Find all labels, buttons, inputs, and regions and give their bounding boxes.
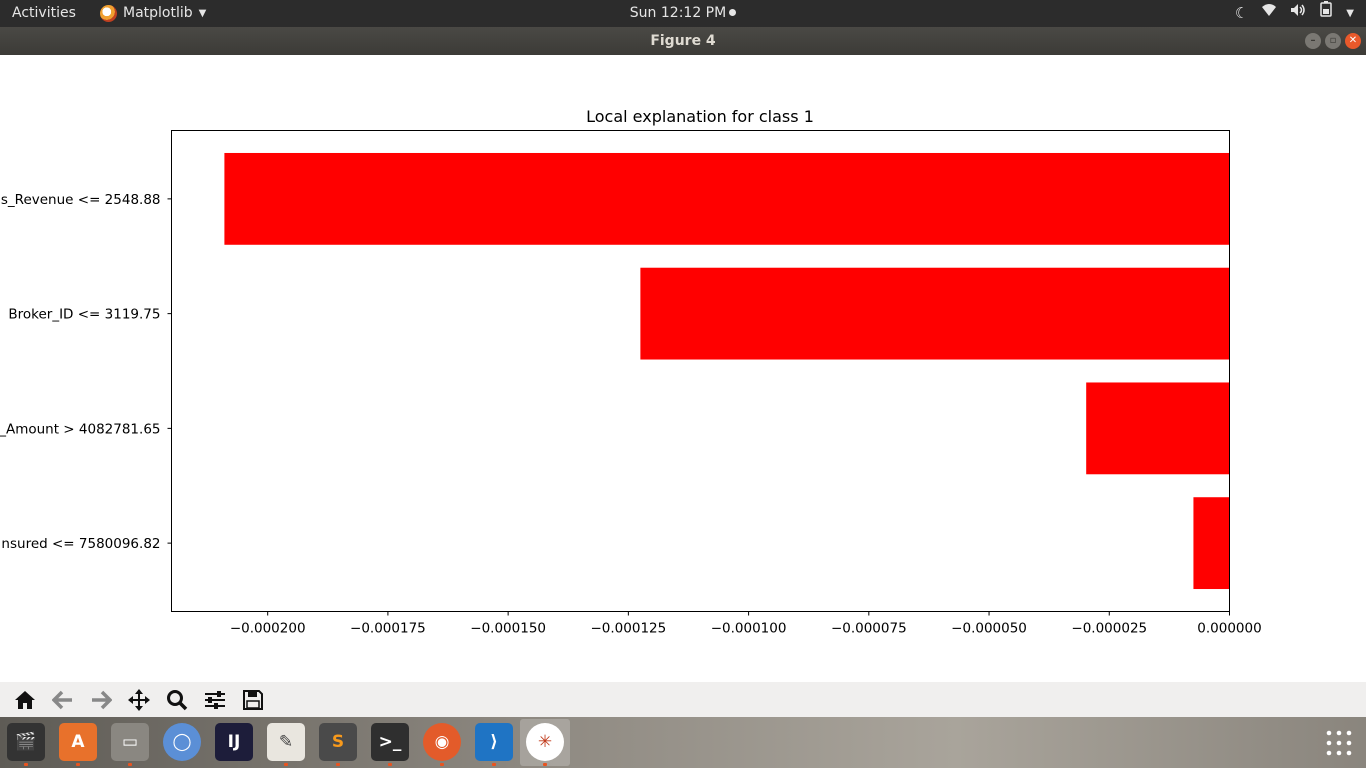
text-editor-icon[interactable]: ✎: [267, 723, 305, 766]
move-icon[interactable]: [120, 685, 158, 715]
x-tick-label: 0.000000: [1197, 621, 1261, 637]
app-menu[interactable]: Matplotlib ▼: [100, 0, 206, 27]
matplotlib-toolbar: [0, 682, 1366, 717]
matplotlib-icon: [100, 5, 117, 22]
bar: [1193, 497, 1230, 590]
activities-button[interactable]: Activities: [12, 5, 76, 21]
clock[interactable]: Sun 12:12 PM: [629, 5, 727, 21]
save-icon[interactable]: [234, 685, 272, 715]
zoom-icon[interactable]: [158, 685, 196, 715]
close-button[interactable]: ✕: [1345, 33, 1361, 49]
clock-area: Sun 12:12 PM: [0, 0, 1366, 27]
bar: [1086, 382, 1230, 475]
system-tray[interactable]: ☾ ▼: [1235, 0, 1354, 27]
wifi-icon: [1261, 0, 1277, 27]
intellij-icon[interactable]: IJ: [215, 723, 253, 761]
arrow-left-icon[interactable]: [44, 685, 82, 715]
system-menu-caret-icon: ▼: [1346, 8, 1354, 19]
sublime-text-icon[interactable]: S: [319, 723, 357, 766]
figure-canvas[interactable]: Local explanation for class 1 s_Revenue …: [0, 55, 1366, 682]
plot-area: [171, 130, 1230, 612]
x-tick-label: −0.000175: [350, 621, 426, 637]
firefox-icon[interactable]: ◉: [423, 723, 461, 766]
sliders-icon[interactable]: [196, 685, 234, 715]
x-tick-label: −0.000200: [230, 621, 306, 637]
chart: Local explanation for class 1 s_Revenue …: [0, 107, 1262, 637]
minimize-button[interactable]: –: [1305, 33, 1321, 49]
caret-down-icon: ▼: [198, 8, 207, 19]
matplotlib-dock-icon[interactable]: ✳: [526, 723, 564, 766]
app-menu-label: Matplotlib: [123, 5, 193, 21]
terminal-icon[interactable]: >_: [371, 723, 409, 766]
arrow-right-icon[interactable]: [82, 685, 120, 715]
battery-icon: [1319, 0, 1333, 27]
x-tick-label: −0.000150: [470, 621, 546, 637]
chromium-icon[interactable]: ◯: [163, 723, 201, 761]
top-bar: Activities Matplotlib ▼ Sun 12:12 PM ☾ ▼: [0, 0, 1366, 27]
x-tick-label: −0.000125: [590, 621, 666, 637]
window-title: Figure 4: [650, 33, 716, 49]
x-tick-label: −0.000025: [1071, 621, 1147, 637]
chart-title: Local explanation for class 1: [586, 107, 814, 126]
window-titlebar[interactable]: Figure 4 – ▫ ✕: [0, 27, 1366, 55]
y-tick-label: nsured <= 7580096.82: [1, 536, 160, 552]
x-tick-label: −0.000050: [951, 621, 1027, 637]
y-tick-label: Broker_ID <= 3119.75: [8, 307, 160, 323]
y-tick-label: s_Revenue <= 2548.88: [1, 192, 161, 208]
dock: 🎬 A ▭ ◯ IJ ✎ S >_ ◉ ⟩ ✳: [0, 717, 1366, 768]
bar: [224, 152, 1230, 245]
volume-icon: [1290, 0, 1306, 27]
show-applications-icon[interactable]: [1325, 729, 1353, 757]
vscode-icon[interactable]: ⟩: [475, 723, 513, 766]
maximize-button[interactable]: ▫: [1325, 33, 1341, 49]
x-tick-label: −0.000075: [831, 621, 907, 637]
home-icon[interactable]: [6, 685, 44, 715]
bar: [640, 267, 1230, 360]
software-center-icon[interactable]: A: [59, 723, 97, 766]
files-icon[interactable]: ▭: [111, 723, 149, 766]
notification-dot-icon: [729, 9, 737, 16]
x-tick-label: −0.000100: [711, 621, 787, 637]
video-editor-icon[interactable]: 🎬: [7, 723, 45, 766]
night-light-icon: ☾: [1234, 4, 1249, 22]
y-tick-label: _Amount > 4082781.65: [0, 421, 161, 437]
